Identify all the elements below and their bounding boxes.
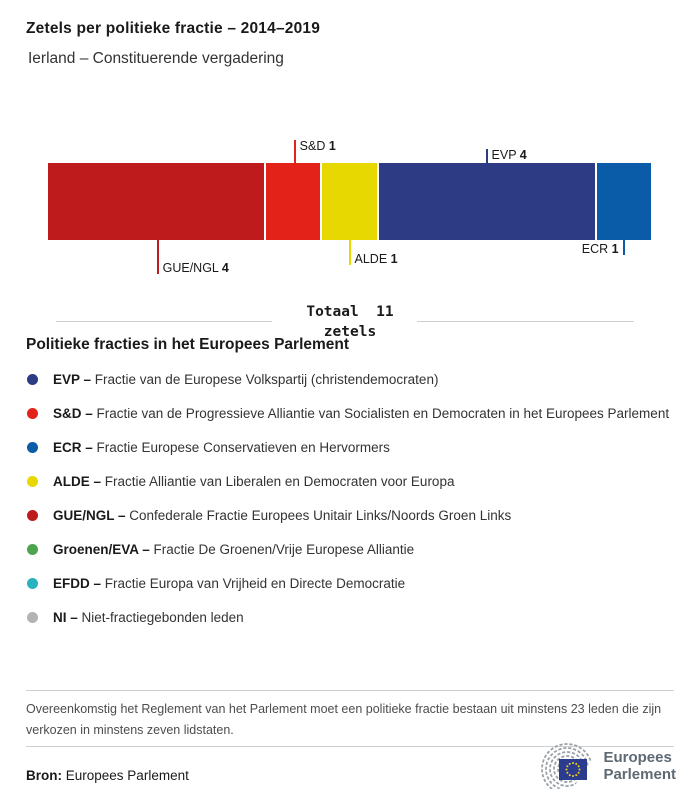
hemicycle-flag-icon xyxy=(541,743,594,790)
source-value: Europees Parlement xyxy=(65,768,189,783)
source-label: Bron: xyxy=(26,768,62,783)
callout-tick-evp xyxy=(485,149,488,163)
legend-item-text: S&D – Fractie van de Progressieve Allian… xyxy=(53,406,670,421)
bar-segment-evp xyxy=(376,163,595,240)
source-line: Bron: Europees Parlement xyxy=(26,768,189,783)
logo-word-2: Parlement xyxy=(603,766,676,783)
legend-item-text: NI – Niet-fractiegebonden leden xyxy=(53,610,244,625)
stacked-seat-bar xyxy=(48,163,651,240)
legend-item-gue-ngl: GUE/NGL – Confederale Fractie Europees U… xyxy=(26,505,671,526)
legend-color-dot xyxy=(27,544,38,555)
callout-label-gue-ngl: GUE/NGL 4 xyxy=(162,261,229,275)
legend-color-dot xyxy=(27,408,38,419)
legend-color-dot xyxy=(27,612,38,623)
callout-label-evp: EVP 4 xyxy=(491,148,527,162)
total-seats-line2: zetels xyxy=(323,324,377,340)
callout-label-alde: ALDE 1 xyxy=(354,252,398,266)
total-seats-label: Totaal 11 zetels xyxy=(0,302,700,342)
legend-item-s-d: S&D – Fractie van de Progressieve Allian… xyxy=(26,403,671,424)
total-seats-line1: Totaal 11 xyxy=(306,304,394,320)
legend-item-text: GUE/NGL – Confederale Fractie Europees U… xyxy=(53,508,512,523)
bar-segment-gue-ngl xyxy=(48,163,265,240)
legend-color-dot xyxy=(27,442,38,453)
legend-color-dot xyxy=(27,578,38,589)
footnote-divider-top xyxy=(26,690,674,691)
page-title: Zetels per politieke fractie – 2014–2019 xyxy=(26,20,321,37)
callout-tick-s-d xyxy=(293,140,296,163)
legend-item-groenen-eva: Groenen/EVA – Fractie De Groenen/Vrije E… xyxy=(26,539,671,560)
legend-list: EVP – Fractie van de Europese Volksparti… xyxy=(26,369,671,641)
callout-label-s-d: S&D 1 xyxy=(299,139,336,153)
total-divider-right xyxy=(417,321,634,322)
legend-item-ecr: ECR – Fractie Europese Conservatieven en… xyxy=(26,437,671,458)
legend-item-evp: EVP – Fractie van de Europese Volksparti… xyxy=(26,369,671,390)
legend-item-efdd: EFDD – Fractie Europa van Vrijheid en Di… xyxy=(26,573,671,594)
legend-color-dot xyxy=(27,374,38,385)
legend-item-text: EVP – Fractie van de Europese Volksparti… xyxy=(53,372,439,387)
bar-segment-alde xyxy=(320,163,377,240)
bar-segment-ecr xyxy=(594,163,651,240)
legend-item-ni: NI – Niet-fractiegebonden leden xyxy=(26,607,671,628)
bar-segment-s-d xyxy=(264,163,321,240)
total-divider-left xyxy=(56,321,272,322)
callout-tick-gue-ngl xyxy=(156,240,159,274)
logo-word-1: Europees xyxy=(603,749,672,766)
european-parliament-logo: Europees Parlement xyxy=(533,742,676,790)
callout-tick-ecr xyxy=(622,240,625,255)
legend-item-text: Groenen/EVA – Fractie De Groenen/Vrije E… xyxy=(53,542,415,557)
legend-heading: Politieke fracties in het Europees Parle… xyxy=(26,336,350,353)
footnote-divider-bottom xyxy=(26,746,674,747)
legend-item-alde: ALDE – Fractie Alliantie van Liberalen e… xyxy=(26,471,671,492)
legend-color-dot xyxy=(27,510,38,521)
page-subtitle: Ierland – Constituerende vergadering xyxy=(28,50,284,67)
footnote-text: Overeenkomstig het Reglement van het Par… xyxy=(26,702,662,737)
legend-item-text: EFDD – Fractie Europa van Vrijheid en Di… xyxy=(53,576,406,591)
callout-label-ecr: ECR 1 xyxy=(581,242,619,256)
callout-tick-alde xyxy=(348,240,351,265)
logo-wordmark: Europees Parlement xyxy=(603,749,676,783)
legend-color-dot xyxy=(27,476,38,487)
legend-item-text: ECR – Fractie Europese Conservatieven en… xyxy=(53,440,390,455)
legend-item-text: ALDE – Fractie Alliantie van Liberalen e… xyxy=(53,474,455,489)
